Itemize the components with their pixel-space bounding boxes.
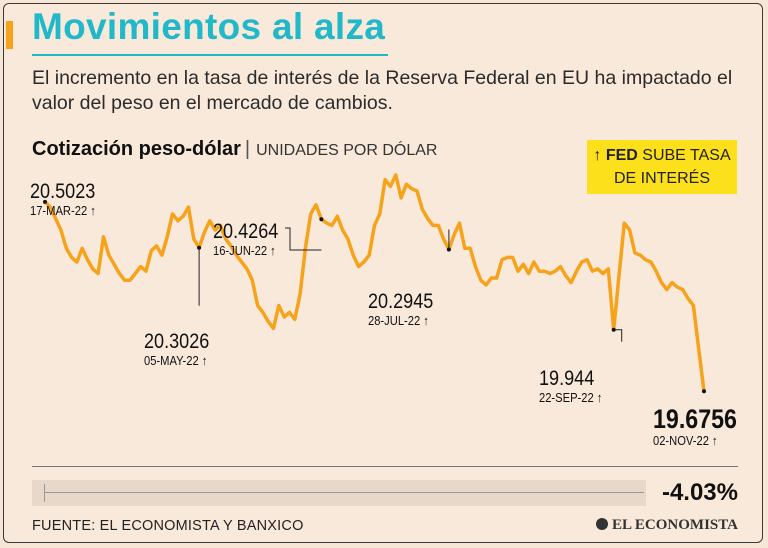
- annotation-date: 28-JUL-22 ↑: [368, 313, 429, 328]
- annotation-value: 20.4264: [213, 220, 279, 243]
- annotation-16-jun-22: 20.4264 16-JUN-22 ↑: [213, 220, 289, 259]
- annotation-date: 22-SEP-22 ↑: [539, 390, 603, 405]
- source-note: FUENTE: EL ECONOMISTA Y BANXICO: [32, 518, 304, 534]
- annotation-dot: [43, 199, 47, 204]
- chart-units: UNIDADES POR DÓLAR: [256, 142, 438, 159]
- annotation-leader: [613, 329, 623, 342]
- chart-heading: Cotización peso-dólar | UNIDADES POR DÓLAR: [32, 138, 437, 161]
- annotation-value: 19.6756: [653, 404, 737, 434]
- bottom-divider: [32, 466, 738, 467]
- up-arrow-icon: ↑: [593, 147, 602, 164]
- annotation-value: 20.3026: [144, 330, 210, 353]
- annotation-leader: [285, 227, 322, 251]
- annotation-28-jul-22: 20.2945 28-JUL-22 ↑: [368, 290, 444, 329]
- annotation-22-sep-22: 19.944 22-SEP-22 ↑: [539, 367, 613, 406]
- chart-title: Cotización peso-dólar: [32, 138, 241, 160]
- infographic-frame: [3, 3, 763, 543]
- annotation-date: 16-JUN-22 ↑: [213, 243, 276, 258]
- change-bar: [32, 480, 646, 506]
- title-underline: [32, 54, 388, 56]
- annotation-value: 19.944: [539, 367, 595, 390]
- fed-legend-bold: FED: [605, 147, 638, 164]
- annotation-02-nov-22: 19.6756 02-NOV-22 ↑: [653, 405, 751, 448]
- annotation-dot: [702, 389, 706, 394]
- brand-name: EL ECONOMISTA: [612, 517, 738, 533]
- page-title: Movimientos al alza: [32, 6, 386, 47]
- series-line-peso-dolar: [43, 173, 706, 393]
- fed-legend: ↑ FED SUBE TASA DE INTERÉS: [587, 140, 737, 194]
- annotation-date: 02-NOV-22 ↑: [653, 433, 718, 448]
- annotation-dot: [319, 217, 324, 222]
- page-subtitle: El incremento en la tasa de interés de l…: [32, 67, 733, 114]
- brand-logo: EL ECONOMISTA: [596, 517, 738, 534]
- chart-marks: [43, 173, 706, 394]
- percent-change: -4.03%: [661, 479, 738, 506]
- fed-legend-text: SUBE TASA DE INTERÉS: [613, 147, 731, 187]
- annotation-05-may-22: 20.3026 05-MAY-22 ↑: [144, 330, 220, 369]
- change-bar-line: [44, 492, 644, 493]
- annotation-value: 20.5023: [30, 180, 96, 203]
- annotation-value: 20.2945: [368, 290, 434, 313]
- chart-heading-separator: |: [244, 138, 251, 160]
- brand-circle-icon: [596, 518, 608, 530]
- title-accent-bar: [6, 21, 13, 49]
- change-bar-tick: [44, 484, 45, 502]
- annotation-17-mar-22: 20.5023 17-MAR-22 ↑: [30, 180, 107, 219]
- annotation-date: 17-MAR-22 ↑: [30, 203, 96, 218]
- annotation-date: 05-MAY-22 ↑: [144, 353, 208, 368]
